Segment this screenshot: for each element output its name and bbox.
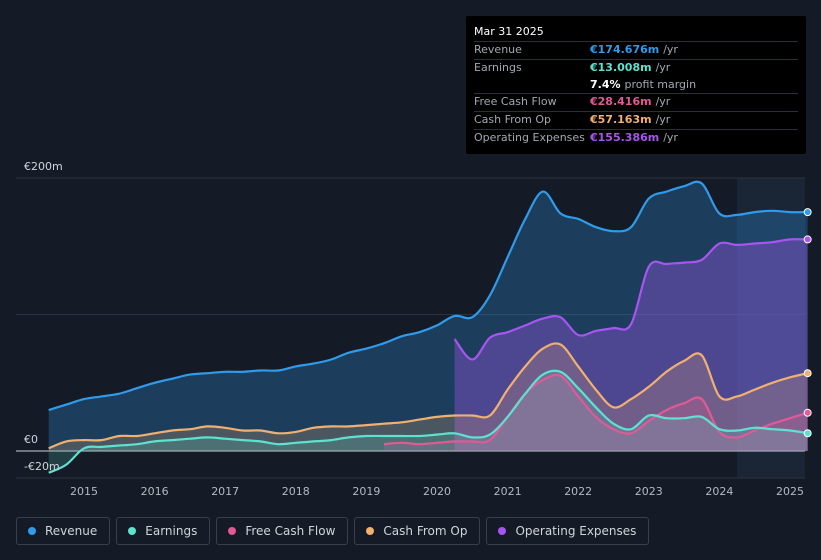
tooltip-row: Earnings €13.008m/yr: [474, 58, 798, 77]
tooltip-row-label: Operating Expenses: [474, 130, 585, 144]
legend-dot-icon: [128, 527, 137, 535]
x-tick-label: 2025: [776, 485, 804, 498]
legend-item-operating-expenses[interactable]: Operating Expenses: [486, 517, 650, 545]
series-areas: [48, 181, 808, 473]
revenue-area: [48, 181, 808, 452]
grid-lines: [16, 177, 805, 479]
revenue-end-dot: [803, 208, 812, 217]
legend-dot-icon: [498, 527, 507, 535]
y-tick-label: €200m: [24, 160, 63, 173]
tooltip-row-label: Revenue: [474, 43, 522, 56]
x-tick-label: 2020: [423, 485, 451, 498]
x-tick-label: 2018: [282, 485, 310, 498]
x-axis-labels: 2015 2016 2017 2018 2019 2020 2021 2022 2023 2024…: [70, 485, 804, 498]
y-tick-label: -€20m: [24, 460, 60, 473]
tooltip-row-value: €13.008m: [590, 60, 652, 74]
tooltip-row-unit: /yr: [655, 95, 671, 109]
legend-item-free-cash-flow[interactable]: Free Cash Flow: [216, 517, 349, 545]
x-tick-label: 2021: [494, 485, 522, 498]
legend-label: Earnings: [145, 524, 198, 538]
operating-expenses-line: [453, 238, 808, 361]
tooltip-row-label: Free Cash Flow: [474, 95, 557, 109]
tooltip-row-unit: /yr: [663, 130, 678, 144]
free-cash-flow-end-dot: [803, 408, 812, 417]
tooltip-date: Mar 31 2025: [474, 25, 544, 38]
x-tick-label: 2019: [352, 485, 380, 498]
cash-from-op-line: [48, 342, 808, 450]
tooltip-row-unit: /yr: [655, 113, 671, 127]
x-tick-label: 2016: [141, 485, 169, 498]
legend-label: Free Cash Flow: [245, 524, 336, 538]
legend-item-earnings[interactable]: Earnings: [116, 517, 211, 545]
tooltip-row: Free Cash Flow €28.416m/yr: [474, 93, 798, 111]
cash-from-op-area: [48, 343, 808, 451]
legend-label: Cash From Op: [383, 524, 468, 538]
series-lines: [48, 180, 808, 474]
earnings-end-dot: [803, 429, 812, 438]
tooltip-row-unit: /yr: [655, 60, 671, 74]
legend-item-cash-from-op[interactable]: Cash From Op: [354, 517, 481, 545]
earnings-area: [48, 370, 808, 473]
tooltip-row-value: €28.416m: [590, 95, 652, 109]
tooltip-row: 7.4% profit margin: [474, 77, 798, 94]
tooltip-row-label: Earnings: [474, 60, 522, 74]
x-tick-label: 2023: [635, 485, 663, 498]
series-end-dots: [803, 208, 812, 438]
legend-label: Operating Expenses: [515, 524, 637, 538]
x-tick-label: 2015: [70, 485, 98, 498]
earnings-line: [48, 369, 808, 474]
tooltip-row-value: €57.163m: [590, 113, 652, 127]
tooltip-row-value: €174.676m: [590, 43, 660, 56]
tooltip-rows: Revenue €174.676m/yr Earnings €13.008m/yr 7.…: [474, 41, 798, 147]
tooltip-row-value: 7.4%: [590, 77, 621, 91]
x-tick-label: 2024: [705, 485, 733, 498]
chart-legend: Revenue Earnings Free Cash Flow Cash From O…: [16, 517, 650, 547]
tooltip-row-label: Cash From Op: [474, 113, 552, 127]
x-tick-label: 2017: [211, 485, 239, 498]
tooltip-row-value: €155.386m: [590, 130, 660, 144]
free-cash-flow-line: [383, 373, 808, 446]
x-tick-label: 2022: [564, 485, 592, 498]
tooltip-row-label: [474, 77, 590, 94]
tooltip-row-unit: profit margin: [624, 77, 697, 91]
revenue-line: [48, 180, 808, 412]
data-tooltip: Mar 31 2025 Revenue €174.676m/yr Earnings €…: [466, 16, 806, 154]
tooltip-row-unit: /yr: [663, 43, 678, 56]
tooltip-row: Cash From Op €57.163m/yr: [474, 111, 798, 129]
tooltip-row: Operating Expenses €155.386m/yr: [474, 128, 798, 147]
operating-expenses-end-dot: [803, 235, 812, 244]
operating-expenses-area: [454, 239, 808, 451]
legend-dot-icon: [366, 527, 375, 535]
y-axis-labels: €200m €0 -€20m: [24, 160, 63, 473]
free-cash-flow-area: [384, 374, 808, 451]
legend-item-revenue[interactable]: Revenue: [16, 517, 111, 545]
legend-label: Revenue: [45, 524, 98, 538]
legend-dot-icon: [28, 527, 36, 535]
tooltip-row: Revenue €174.676m/yr: [474, 41, 798, 59]
y-tick-label: €0: [24, 433, 38, 446]
legend-dot-icon: [228, 527, 237, 535]
cash-from-op-end-dot: [803, 369, 812, 378]
